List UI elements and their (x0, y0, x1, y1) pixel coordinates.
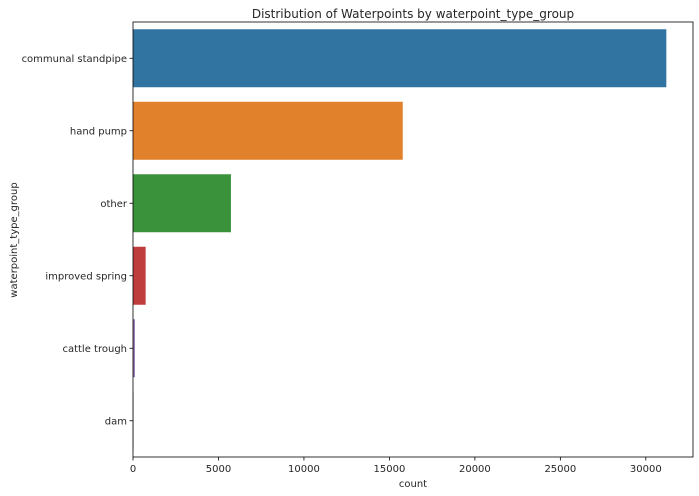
bars-group (133, 29, 667, 450)
y-tick-label: cattle trough (62, 344, 127, 355)
y-tick-label: dam (105, 416, 127, 427)
plot-frame (132, 21, 694, 458)
y-tick-labels: communal standpipe hand pump other improved… (22, 54, 133, 427)
x-tick-label: 15000 (374, 464, 406, 475)
bar-hand-pump (133, 101, 403, 160)
x-tick-label: 30000 (630, 464, 662, 475)
x-tick-label: 25000 (544, 464, 576, 475)
y-tick-label: communal standpipe (22, 54, 127, 65)
bar-communal-standpipe (133, 29, 667, 88)
x-tick-labels: 0 5000 10000 15000 20000 25000 30000 (130, 457, 662, 475)
x-tick-label: 5000 (206, 464, 231, 475)
bar-improved-spring (133, 246, 146, 305)
x-tick-label: 10000 (288, 464, 320, 475)
y-tick-label: hand pump (70, 126, 127, 137)
bar-cattle-trough (133, 319, 135, 378)
y-tick-label: other (100, 199, 128, 210)
x-tick-label: 0 (130, 464, 136, 475)
chart-title: Distribution of Waterpoints by waterpoin… (252, 7, 574, 21)
x-axis-label: count (399, 479, 427, 490)
y-axis-label: waterpoint_type_group (9, 182, 20, 297)
x-tick-label: 20000 (459, 464, 491, 475)
bar-other (133, 174, 231, 233)
y-tick-label: improved spring (45, 271, 127, 282)
